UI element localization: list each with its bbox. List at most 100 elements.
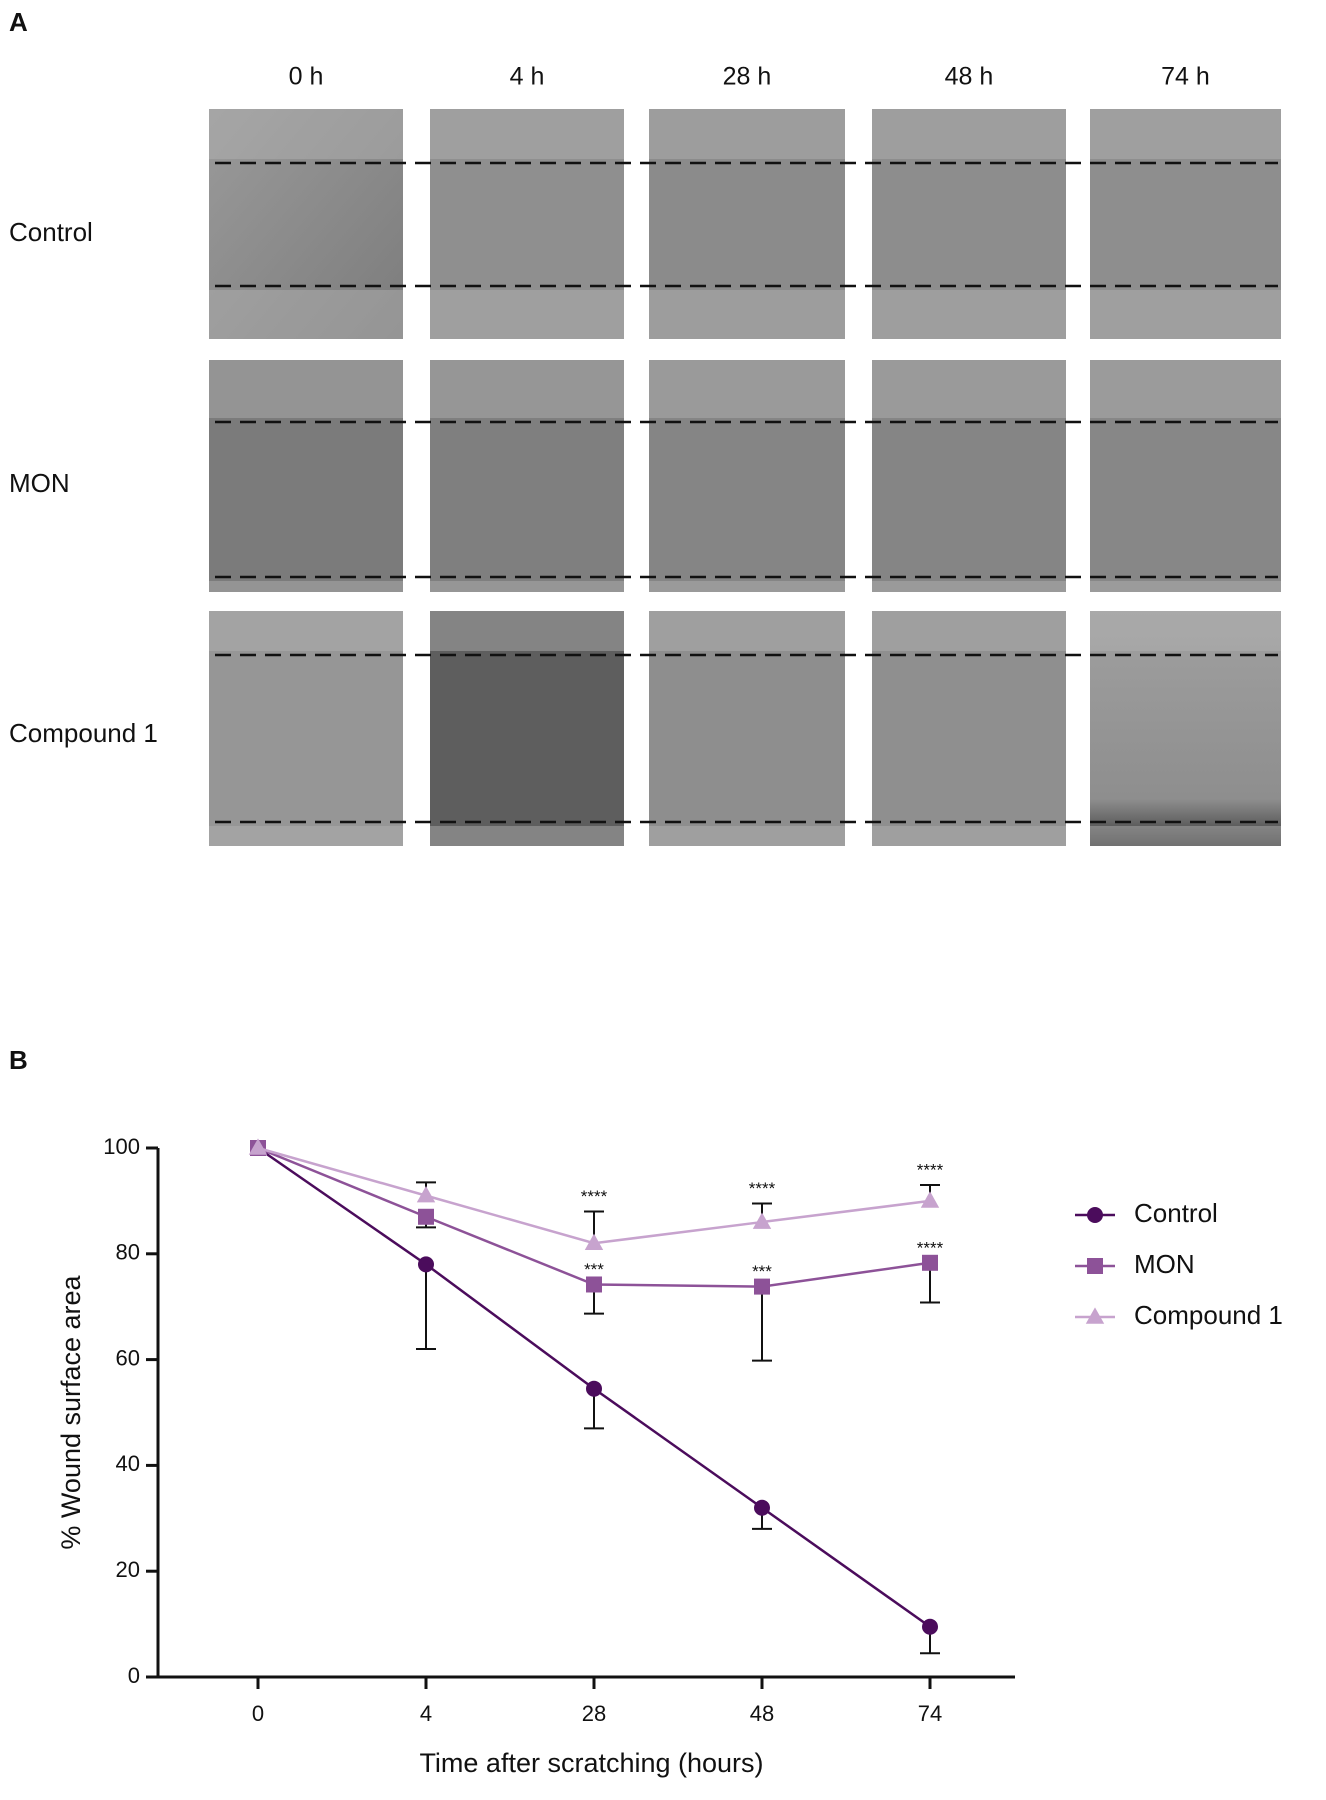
significance-label: **** — [917, 1161, 944, 1180]
marker — [754, 1278, 770, 1295]
micrograph — [209, 360, 403, 592]
y-tick-label: 100 — [103, 1134, 140, 1159]
micrograph — [649, 611, 845, 846]
cell-layer — [649, 360, 845, 418]
significance-label: **** — [749, 1179, 776, 1198]
x-tick-label: 0 — [252, 1701, 264, 1726]
marker — [248, 1138, 268, 1155]
cell-layer — [430, 109, 624, 159]
cell-layer — [649, 826, 845, 846]
micrograph — [430, 360, 624, 592]
micrograph — [872, 611, 1066, 846]
x-tick-label: 28 — [582, 1701, 606, 1726]
y-tick-label: 20 — [116, 1557, 140, 1582]
cell-layer — [209, 360, 403, 418]
micrograph — [430, 611, 624, 846]
panel-label: B — [9, 1045, 28, 1075]
x-axis-title: Time after scratching (hours) — [419, 1748, 763, 1778]
x-tick-label: 4 — [420, 1701, 432, 1726]
cell-layer — [209, 290, 403, 339]
cell-layer — [872, 109, 1066, 159]
panel-a: A 0 h 4 h 28 h 48 h 74 h Control MON Compound 1 — [9, 7, 1281, 846]
marker — [922, 1618, 938, 1635]
marker — [1087, 1258, 1103, 1274]
cell-layer — [430, 611, 624, 651]
row-label: Compound 1 — [9, 718, 158, 748]
marker — [1085, 1307, 1105, 1324]
row-label: MON — [9, 468, 70, 498]
cell-layer — [1090, 826, 1281, 846]
cell-layer — [1090, 611, 1281, 651]
legend-label: Control — [1134, 1198, 1218, 1228]
cell-layer — [872, 581, 1066, 592]
cell-layer — [430, 581, 624, 592]
x-tick-label: 48 — [750, 1701, 774, 1726]
legend-label: Compound 1 — [1134, 1300, 1283, 1330]
column-header: 74 h — [1161, 63, 1210, 91]
cell-layer — [209, 109, 403, 159]
cell-layer — [649, 611, 845, 651]
column-header: 0 h — [289, 63, 324, 91]
legend-label: MON — [1134, 1249, 1195, 1279]
marker — [418, 1256, 434, 1273]
cell-layer — [1090, 290, 1281, 339]
series: **** **** **** — [248, 1138, 944, 1251]
row-label: Control — [9, 217, 93, 247]
marker — [418, 1208, 434, 1225]
marker — [752, 1212, 772, 1229]
cell-layer — [872, 611, 1066, 651]
cell-layer — [1090, 581, 1281, 592]
significance-label: **** — [581, 1187, 608, 1206]
significance-label: *** — [584, 1260, 604, 1279]
marker — [416, 1186, 436, 1203]
y-tick-label: 80 — [116, 1240, 140, 1265]
significance-label: **** — [917, 1238, 944, 1257]
cell-layer — [209, 581, 403, 592]
micrograph — [1090, 109, 1281, 339]
cell-layer — [872, 290, 1066, 339]
y-axis-title: % Wound surface area — [56, 1274, 86, 1549]
cell-layer — [209, 826, 403, 846]
micrograph — [872, 360, 1066, 592]
cell-layer — [872, 360, 1066, 418]
cell-layer — [430, 826, 624, 846]
micrograph — [209, 611, 403, 846]
error-bar — [416, 1264, 436, 1351]
significance-label: *** — [752, 1262, 772, 1281]
marker — [586, 1380, 602, 1397]
y-tick-label: 40 — [116, 1451, 140, 1476]
panel-b: B 0 20 40 60 80 100 0 4 28 48 74 Time after scratchi… — [9, 1045, 1283, 1778]
y-tick-label: 0 — [128, 1663, 140, 1688]
micrograph — [649, 360, 845, 592]
marker — [922, 1254, 938, 1271]
cell-layer — [872, 826, 1066, 846]
cell-layer — [430, 290, 624, 339]
cell-layer — [1090, 109, 1281, 159]
error-bar — [752, 1286, 772, 1362]
micrograph — [649, 109, 845, 339]
panel-label: A — [9, 7, 28, 37]
cell-layer — [430, 360, 624, 418]
micrograph — [1090, 360, 1281, 592]
column-header: 28 h — [723, 63, 772, 91]
cell-layer — [209, 611, 403, 651]
x-tick-label: 74 — [918, 1701, 942, 1726]
cell-layer — [649, 109, 845, 159]
micrograph — [872, 109, 1066, 339]
marker — [754, 1499, 770, 1516]
column-header: 48 h — [945, 63, 994, 91]
marker — [1087, 1207, 1103, 1223]
cell-layer — [649, 290, 845, 339]
cell-layer — [649, 581, 845, 592]
marker — [586, 1276, 602, 1293]
micrograph — [1090, 611, 1281, 846]
marker — [920, 1191, 940, 1208]
column-header: 4 h — [510, 63, 545, 91]
series: *** ******* — [250, 1140, 944, 1362]
cell-layer — [1090, 360, 1281, 418]
y-tick-label: 60 — [116, 1345, 140, 1370]
micrograph — [209, 109, 403, 339]
micrograph — [430, 109, 624, 339]
marker — [584, 1233, 604, 1251]
